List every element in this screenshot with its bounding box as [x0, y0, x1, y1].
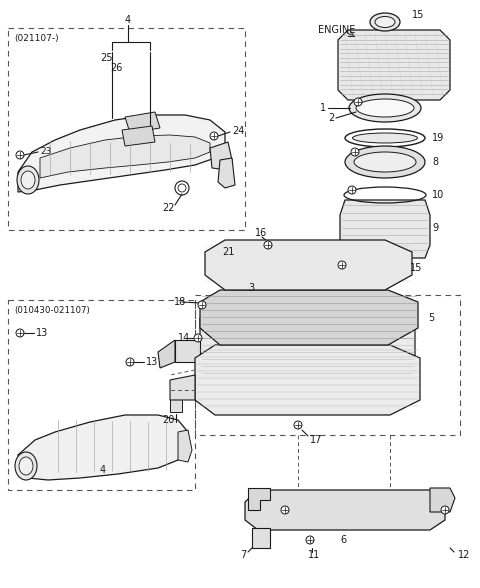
Text: 13: 13: [146, 357, 158, 367]
Text: 23: 23: [40, 148, 51, 156]
Polygon shape: [125, 112, 160, 133]
Text: 14: 14: [178, 333, 190, 343]
Polygon shape: [200, 305, 415, 380]
Text: 5: 5: [428, 313, 434, 323]
Text: 9: 9: [432, 223, 438, 233]
Text: (021107-): (021107-): [14, 34, 59, 42]
Text: 4: 4: [100, 465, 106, 475]
Polygon shape: [238, 245, 262, 263]
Circle shape: [198, 301, 206, 309]
Text: 20: 20: [162, 415, 174, 425]
Circle shape: [281, 506, 289, 514]
Text: 16: 16: [255, 228, 267, 238]
Polygon shape: [175, 340, 200, 362]
Polygon shape: [200, 290, 418, 345]
Polygon shape: [205, 240, 412, 290]
Text: 25: 25: [100, 53, 112, 63]
Circle shape: [126, 358, 134, 366]
Circle shape: [294, 421, 302, 429]
Text: ENGINE: ENGINE: [318, 25, 355, 35]
Text: 22: 22: [162, 203, 175, 213]
Polygon shape: [248, 488, 270, 510]
Polygon shape: [338, 30, 450, 100]
Polygon shape: [430, 488, 455, 512]
Polygon shape: [18, 115, 225, 192]
Polygon shape: [245, 490, 445, 530]
Ellipse shape: [349, 94, 421, 122]
Circle shape: [16, 151, 24, 159]
Text: 21: 21: [222, 247, 234, 257]
Text: (010430-021107): (010430-021107): [14, 306, 90, 315]
Ellipse shape: [350, 263, 400, 273]
Circle shape: [338, 261, 346, 269]
Text: 26: 26: [110, 63, 122, 73]
Text: 18: 18: [174, 297, 186, 307]
Polygon shape: [340, 200, 430, 258]
Text: 12: 12: [458, 550, 470, 560]
Ellipse shape: [21, 171, 35, 189]
Circle shape: [210, 132, 218, 140]
Text: 8: 8: [432, 157, 438, 167]
Ellipse shape: [17, 166, 39, 194]
Circle shape: [351, 148, 359, 156]
Text: 13: 13: [36, 328, 48, 338]
Polygon shape: [252, 528, 270, 548]
Circle shape: [306, 536, 314, 544]
Ellipse shape: [370, 13, 400, 31]
Polygon shape: [170, 392, 182, 412]
Polygon shape: [218, 158, 235, 188]
Polygon shape: [170, 375, 195, 400]
Text: 11: 11: [308, 550, 320, 560]
Ellipse shape: [356, 99, 414, 117]
Text: 6: 6: [340, 535, 346, 545]
Polygon shape: [178, 430, 192, 462]
Polygon shape: [40, 135, 210, 178]
Ellipse shape: [375, 16, 395, 28]
Text: 15: 15: [410, 263, 422, 273]
Ellipse shape: [354, 152, 416, 172]
Text: 7: 7: [240, 550, 246, 560]
Text: 4: 4: [125, 15, 131, 25]
Polygon shape: [195, 345, 420, 415]
Text: 2: 2: [328, 113, 334, 123]
Text: 15: 15: [412, 10, 424, 20]
Circle shape: [348, 186, 356, 194]
Circle shape: [16, 329, 24, 337]
Polygon shape: [122, 126, 155, 146]
Circle shape: [441, 506, 449, 514]
Text: 3: 3: [248, 283, 254, 293]
Ellipse shape: [352, 133, 418, 143]
Polygon shape: [158, 340, 175, 368]
Text: 10: 10: [432, 190, 444, 200]
Circle shape: [194, 334, 202, 342]
Text: 24: 24: [232, 126, 244, 136]
Text: 17: 17: [310, 435, 323, 445]
Polygon shape: [210, 142, 232, 170]
Circle shape: [264, 241, 272, 249]
Ellipse shape: [15, 452, 37, 480]
Ellipse shape: [345, 146, 425, 178]
Text: 19: 19: [432, 133, 444, 143]
Circle shape: [354, 98, 362, 106]
Text: 1: 1: [320, 103, 326, 113]
Ellipse shape: [19, 457, 33, 475]
Polygon shape: [18, 415, 188, 480]
